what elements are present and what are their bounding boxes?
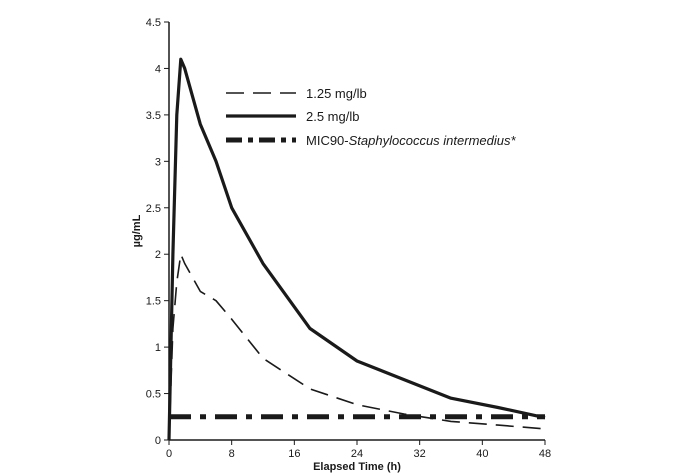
y-tick-label: 3.5: [146, 110, 161, 122]
legend-label-series-2-italic: Staphylococcus intermedius*: [349, 133, 517, 148]
x-tick-label: 24: [351, 448, 363, 460]
y-tick-label: 3: [155, 156, 161, 168]
y-tick-label: 4: [155, 63, 161, 75]
x-tick-label: 8: [229, 448, 235, 460]
ticks: 0 0.5 1 1.5 2 2.5 3 3.5 4 4.5 0 8 16 24 32 40 48: [146, 17, 551, 460]
y-tick-label: 0.5: [146, 389, 161, 401]
x-axis-title: Elapsed Time (h): [313, 461, 401, 473]
y-tick-label: 0: [155, 435, 161, 447]
y-tick-label: 2: [155, 249, 161, 261]
legend-label-series-2: MIC90-Staphylococcus intermedius*: [306, 133, 516, 148]
legend: 1.25 mg/lb 2.5 mg/lb MIC90-Staphylococcu…: [226, 86, 516, 148]
series-line-0: [168, 253, 546, 441]
axes: [168, 22, 545, 441]
x-tick-label: 0: [166, 448, 172, 460]
legend-label-series-0: 1.25 mg/lb: [306, 86, 367, 101]
y-tick-label: 1.5: [146, 296, 161, 308]
y-axis-title: µg/mL: [131, 214, 143, 247]
legend-label-series-1: 2.5 mg/lb: [306, 109, 359, 124]
x-tick-label: 40: [476, 448, 488, 460]
y-tick-label: 4.5: [146, 17, 161, 29]
x-tick-label: 32: [414, 448, 426, 460]
x-tick-label: 48: [539, 448, 551, 460]
series-layer: [167, 57, 546, 441]
y-tick-label: 1: [155, 342, 161, 354]
y-tick-label: 2.5: [146, 203, 161, 215]
series-line-1: [167, 57, 546, 441]
x-tick-label: 16: [288, 448, 300, 460]
legend-label-series-2-prefix: MIC90-: [306, 133, 349, 148]
